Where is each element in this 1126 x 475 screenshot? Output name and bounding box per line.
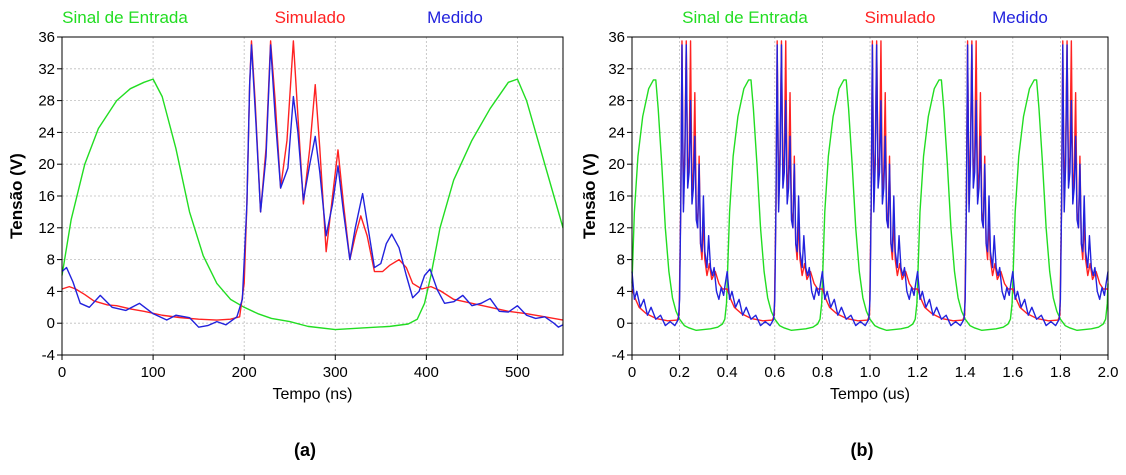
x-tick-label: 1.4 — [955, 364, 976, 381]
y-tick-label: 36 — [608, 29, 625, 46]
caption-a: (a) — [294, 440, 316, 460]
legend-entry-1: Simulado — [865, 8, 936, 27]
y-tick-label: 12 — [38, 220, 55, 237]
y-tick-label: 28 — [38, 93, 55, 110]
y-tick-label: 0 — [617, 315, 625, 332]
x-tick-label: 1.8 — [1050, 364, 1071, 381]
y-tick-label: 8 — [617, 252, 625, 269]
y-tick-label: 16 — [608, 188, 625, 205]
y-tick-label: 28 — [608, 93, 625, 110]
legend-entry-2: Medido — [427, 8, 483, 27]
chart-b-svg: 0 0.2 0.4 0.6 0.8 1.0 1.2 1.4 1.6 1.8 2.0-40481216… — [580, 8, 1119, 403]
x-tick-label: 1.0 — [860, 364, 881, 381]
chart-b: 0 0.2 0.4 0.6 0.8 1.0 1.2 1.4 1.6 1.8 2.0 -4 0 4 8 12 16… — [565, 0, 1126, 440]
y-tick-label: -4 — [612, 347, 625, 364]
legend-entry-1: Simulado — [275, 8, 346, 27]
y-tick-label: 20 — [608, 156, 625, 173]
x-tick-label: 200 — [232, 364, 257, 381]
y-axis-label: Tensão (V) — [580, 153, 599, 239]
legend-entry-0: Sinal de Entrada — [62, 8, 188, 27]
y-tick-label: 36 — [38, 29, 55, 46]
legend-entry-0: Sinal de Entrada — [682, 8, 808, 27]
x-tick-label: 0.6 — [764, 364, 785, 381]
x-axis-label: Tempo (us) — [830, 386, 910, 403]
x-tick-label: 2.0 — [1098, 364, 1119, 381]
x-axis-label: Tempo (ns) — [272, 386, 352, 403]
y-tick-label: 32 — [608, 61, 625, 78]
y-tick-label: 4 — [47, 283, 55, 300]
x-tick-label: 0 — [58, 364, 66, 381]
chart-a-svg: 0 100 200 300 400 500-404812162024283236Tempo… — [7, 8, 564, 403]
series-line-2 — [61, 44, 564, 328]
y-tick-label: 8 — [47, 252, 55, 269]
chart-a: 0 100 200 300 400 500 -4 0 4 8 12 16 20 24 28 32 36 Tempo… — [0, 0, 565, 440]
caption-b: (b) — [850, 440, 874, 460]
y-tick-label: 32 — [38, 61, 55, 78]
legend-entry-2: Medido — [992, 8, 1048, 27]
series-line-0 — [61, 78, 564, 331]
y-tick-label: -4 — [42, 347, 55, 364]
x-tick-label: 100 — [141, 364, 166, 381]
y-tick-label: 0 — [47, 315, 55, 332]
x-tick-label: 0.2 — [669, 364, 690, 381]
y-tick-label: 12 — [608, 220, 625, 237]
x-tick-label: 1.2 — [907, 364, 928, 381]
y-tick-label: 20 — [38, 156, 55, 173]
y-tick-label: 16 — [38, 188, 55, 205]
x-tick-label: 400 — [414, 364, 439, 381]
x-tick-label: 1.6 — [1002, 364, 1023, 381]
x-tick-label: 0.4 — [717, 364, 738, 381]
x-tick-label: 0.8 — [812, 364, 833, 381]
y-tick-label: 4 — [617, 283, 625, 300]
x-tick-label: 0 — [628, 364, 636, 381]
y-tick-label: 24 — [608, 124, 625, 141]
series-line-0 — [631, 79, 1109, 332]
x-tick-label: 300 — [323, 364, 348, 381]
y-axis-label: Tensão (V) — [7, 153, 26, 239]
y-tick-label: 24 — [38, 124, 55, 141]
series-line-2 — [631, 44, 1109, 327]
x-tick-label: 500 — [505, 364, 530, 381]
